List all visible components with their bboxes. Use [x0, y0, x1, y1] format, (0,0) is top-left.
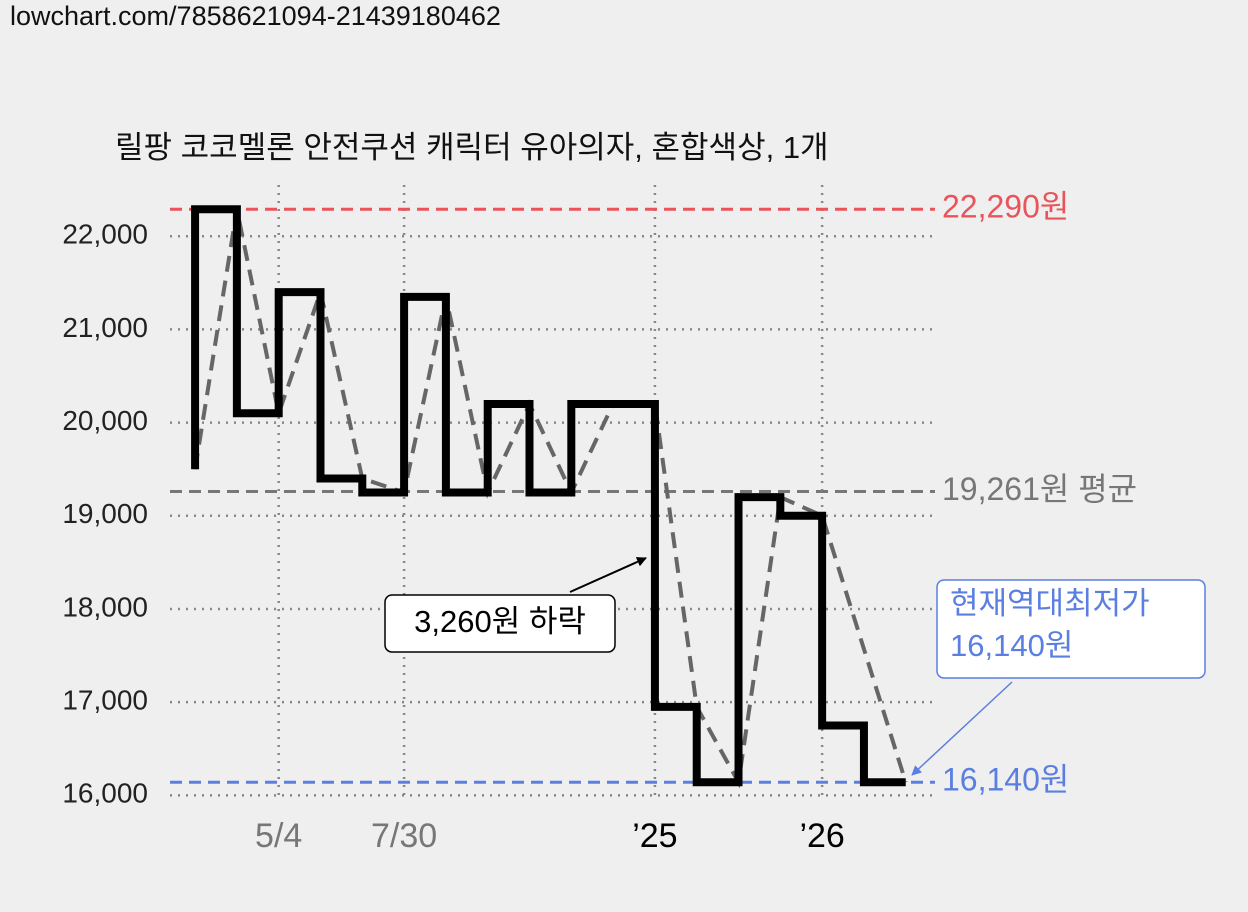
y-tick-label: 18,000 [62, 591, 148, 622]
annotation-box [384, 594, 616, 653]
x-tick-label: ’26 [799, 817, 844, 855]
reference-label: 22,290원 [942, 189, 1069, 225]
annotation-box [936, 579, 1206, 679]
price-line [191, 205, 906, 787]
annotation-arrow [569, 557, 647, 593]
y-tick-label: 17,000 [62, 685, 148, 716]
x-tick-label: 5/4 [255, 817, 302, 855]
y-tick-label: 22,000 [62, 219, 148, 250]
y-tick-label: 20,000 [62, 405, 148, 436]
page-url: lowchart.com/7858621094-21439180462 [10, 1, 501, 31]
annotation-text: 16,140원 [950, 628, 1073, 663]
annotation-arrow [911, 681, 1013, 776]
x-tick-label: 7/30 [371, 817, 437, 855]
annotation-text: 3,260원 하락 [414, 604, 586, 639]
y-tick-label: 21,000 [62, 312, 148, 343]
reference-label: 19,261원 평균 [942, 471, 1137, 507]
y-tick-label: 19,000 [62, 498, 148, 529]
annotation-text: 현재역대최저가 [950, 586, 1150, 621]
x-tick-label: ’25 [632, 817, 677, 855]
y-tick-label: 16,000 [62, 778, 148, 809]
chart-title: 릴팡 코코멜론 안전쿠션 캐릭터 유아의자, 혼합색상, 1개 [115, 130, 829, 165]
reference-label: 16,140원 [942, 762, 1069, 798]
